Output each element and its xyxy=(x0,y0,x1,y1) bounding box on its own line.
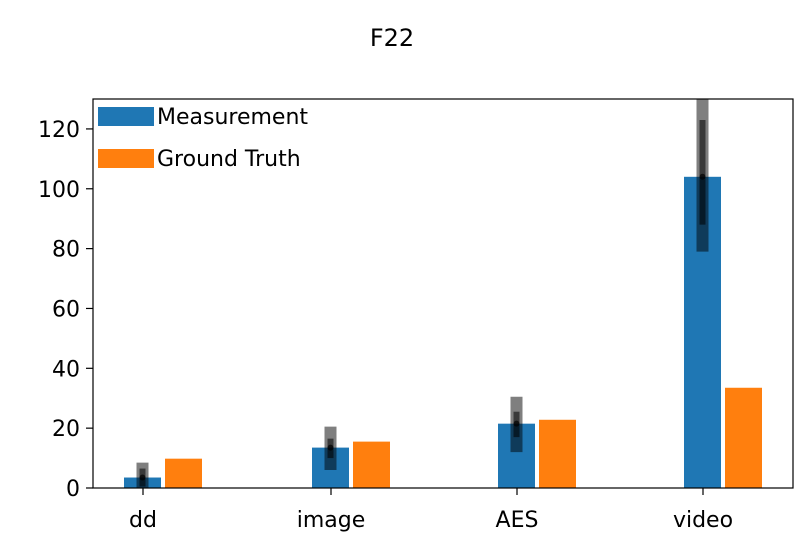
y-tick-label: 40 xyxy=(52,357,80,382)
legend-label-ground-truth: Ground Truth xyxy=(157,147,301,172)
error-bar-center-dd xyxy=(139,474,146,481)
chart-title: F22 xyxy=(370,24,414,52)
plot-frame xyxy=(92,98,794,489)
legend: Measurement Ground Truth xyxy=(98,105,308,172)
bar-ground-truth-aes xyxy=(539,419,576,488)
x-tick-label: dd xyxy=(129,508,157,533)
x-tick-label: video xyxy=(673,508,733,533)
legend-swatch-measurement xyxy=(98,107,154,126)
error-bar-center-aes xyxy=(513,420,520,427)
y-tick-label: 0 xyxy=(66,477,80,502)
bar-ground-truth-dd xyxy=(165,458,202,488)
plot-area xyxy=(92,98,794,489)
y-tick-label: 120 xyxy=(38,118,80,143)
error-bar-center-image xyxy=(327,444,334,451)
error-bar-center-video xyxy=(699,173,706,180)
y-tick-label: 60 xyxy=(52,297,80,322)
y-tick-label: 100 xyxy=(38,178,80,203)
bar-ground-truth-video xyxy=(725,387,762,488)
bar-ground-truth-image xyxy=(353,441,390,488)
legend-label-measurement: Measurement xyxy=(157,105,308,130)
y-tick-label: 20 xyxy=(52,417,80,442)
y-axis: 0 20 40 60 80 100 120 xyxy=(38,118,93,502)
x-tick-label: image xyxy=(297,508,366,533)
y-tick-label: 80 xyxy=(52,238,80,263)
x-axis: dd image AES video xyxy=(129,488,733,533)
x-tick-label: AES xyxy=(496,508,539,533)
legend-swatch-ground-truth xyxy=(98,149,154,168)
